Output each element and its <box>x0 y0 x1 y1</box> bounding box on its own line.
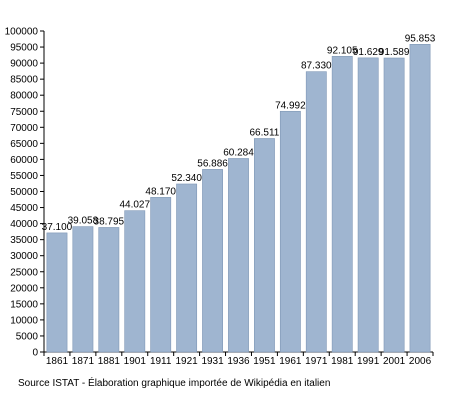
data-label: 66.511 <box>250 127 280 138</box>
data-label: 74.992 <box>275 100 306 111</box>
data-label: 37.100 <box>42 222 73 233</box>
y-tick-label: 5000 <box>16 331 39 342</box>
x-tick-label: 2001 <box>383 356 406 367</box>
y-tick-label: 30000 <box>10 251 38 262</box>
bar <box>228 158 249 353</box>
data-label: 92.105 <box>327 45 358 56</box>
x-tick-label: 1881 <box>98 356 121 367</box>
y-tick-labels: 0 5000 10000 15000 20000 25000 30000 35000 40000… <box>5 27 39 359</box>
y-tick-label: 55000 <box>10 171 38 182</box>
bar <box>357 57 379 353</box>
y-tick-label: 65000 <box>10 139 38 150</box>
bar <box>202 169 223 353</box>
y-tick-label: 10000 <box>10 315 38 326</box>
data-label: 87.330 <box>301 61 332 72</box>
data-label: 44.027 <box>119 200 150 211</box>
x-tick-label: 1901 <box>124 356 147 367</box>
y-tick-label: 45000 <box>10 203 38 214</box>
data-label: 95.853 <box>405 33 436 44</box>
x-tick-label: 1991 <box>357 356 380 367</box>
y-tick-label: 40000 <box>10 219 38 230</box>
source-note: Source ISTAT - Élaboration graphique imp… <box>18 378 331 389</box>
y-tick-label: 95000 <box>10 43 38 54</box>
y-tick-label: 90000 <box>10 59 38 70</box>
bar <box>124 210 146 353</box>
bar <box>150 197 172 353</box>
x-tick-labels: 1861 1871 1881 1901 1911 1921 1931 1936 1951 1961… <box>46 356 432 367</box>
x-tick-label: 1931 <box>201 356 224 367</box>
y-tick-label: 15000 <box>10 299 38 310</box>
data-label: 91.589 <box>379 47 410 58</box>
y-tick-label: 70000 <box>10 123 38 134</box>
data-label: 48.170 <box>145 186 176 197</box>
data-label: 60.284 <box>223 147 254 158</box>
bar <box>254 138 275 353</box>
y-tick-label: 60000 <box>10 155 38 166</box>
bar <box>98 227 120 353</box>
bar <box>72 226 94 353</box>
bar <box>305 71 327 353</box>
x-tick-label: 1951 <box>253 356 276 367</box>
data-label: 39.058 <box>68 216 99 227</box>
x-tick-label: 1871 <box>72 356 95 367</box>
y-tick-label: 75000 <box>10 107 38 118</box>
bars <box>46 44 431 353</box>
x-tick-label: 1921 <box>176 356 199 367</box>
y-tick-label: 50000 <box>10 187 38 198</box>
data-label: 91.629 <box>353 47 384 58</box>
data-label: 56.886 <box>197 158 228 169</box>
y-tick-label: 85000 <box>10 75 38 86</box>
x-tick-label: 2006 <box>409 356 432 367</box>
y-tick-label: 80000 <box>10 91 38 102</box>
x-tick-label: 1981 <box>331 356 354 367</box>
y-tick-label: 20000 <box>10 283 38 294</box>
data-label: 38.795 <box>94 216 125 227</box>
y-tick-label: 25000 <box>10 267 38 278</box>
x-tick-label: 1971 <box>305 356 328 367</box>
y-tick-label: 100000 <box>5 27 39 38</box>
bar <box>279 110 301 353</box>
bar <box>46 232 68 353</box>
y-tick-label: 0 <box>32 348 38 359</box>
bar <box>176 183 198 353</box>
x-tick-label: 1936 <box>227 356 250 367</box>
x-tick-label: 1911 <box>150 356 172 367</box>
y-tick-label: 35000 <box>10 235 38 246</box>
bar <box>409 44 431 353</box>
data-label: 52.340 <box>171 173 202 184</box>
bar <box>383 57 405 353</box>
x-tick-label: 1961 <box>279 356 302 367</box>
bar <box>331 56 353 353</box>
x-tick-label: 1861 <box>46 356 69 367</box>
